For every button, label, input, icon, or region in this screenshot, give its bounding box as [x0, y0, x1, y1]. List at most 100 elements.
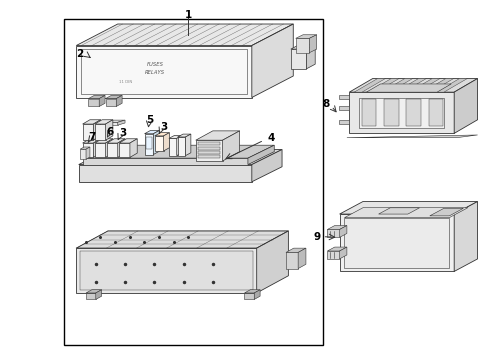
Polygon shape	[144, 131, 159, 134]
Polygon shape	[285, 248, 305, 252]
Polygon shape	[168, 135, 182, 138]
Polygon shape	[106, 122, 118, 125]
Polygon shape	[247, 145, 274, 165]
Polygon shape	[306, 44, 315, 69]
Polygon shape	[244, 290, 260, 293]
Polygon shape	[339, 202, 477, 214]
Bar	[361, 99, 375, 126]
Polygon shape	[290, 44, 315, 49]
Text: RELAYS: RELAYS	[145, 70, 165, 75]
Polygon shape	[118, 120, 125, 125]
Polygon shape	[381, 78, 412, 92]
Polygon shape	[86, 293, 96, 300]
Polygon shape	[95, 139, 113, 143]
Polygon shape	[222, 131, 239, 161]
Polygon shape	[339, 214, 453, 271]
Polygon shape	[144, 134, 153, 154]
Polygon shape	[107, 139, 125, 143]
Polygon shape	[195, 140, 222, 161]
Polygon shape	[163, 133, 169, 151]
Polygon shape	[82, 158, 247, 165]
Polygon shape	[79, 149, 282, 165]
Polygon shape	[80, 147, 90, 149]
Polygon shape	[76, 231, 288, 248]
Polygon shape	[251, 149, 282, 182]
Polygon shape	[76, 24, 293, 45]
Text: 3: 3	[119, 129, 126, 138]
Text: 1: 1	[184, 10, 192, 20]
Text: 5: 5	[145, 115, 153, 125]
Polygon shape	[93, 139, 101, 157]
Polygon shape	[130, 139, 137, 157]
Polygon shape	[366, 84, 450, 92]
Polygon shape	[119, 143, 130, 157]
Polygon shape	[346, 135, 477, 138]
Text: 11 DIN: 11 DIN	[119, 80, 132, 84]
Bar	[197, 151, 220, 154]
Bar	[338, 120, 348, 125]
Polygon shape	[105, 95, 122, 99]
Polygon shape	[344, 208, 467, 218]
Polygon shape	[82, 124, 93, 140]
Bar	[197, 155, 220, 158]
Polygon shape	[82, 120, 101, 124]
Bar	[338, 95, 348, 99]
Polygon shape	[76, 45, 251, 98]
Polygon shape	[95, 143, 105, 157]
Polygon shape	[339, 226, 346, 237]
Polygon shape	[348, 78, 477, 92]
Bar	[146, 137, 152, 149]
Bar	[64, 19, 322, 345]
Polygon shape	[118, 139, 125, 157]
Polygon shape	[155, 136, 163, 151]
Polygon shape	[290, 49, 306, 69]
Text: 7: 7	[88, 132, 96, 141]
Polygon shape	[453, 202, 477, 271]
Polygon shape	[339, 247, 346, 259]
Polygon shape	[107, 143, 118, 157]
Polygon shape	[422, 78, 453, 92]
Polygon shape	[86, 290, 102, 293]
Polygon shape	[80, 251, 252, 290]
Polygon shape	[82, 145, 274, 158]
Polygon shape	[378, 208, 419, 214]
Polygon shape	[168, 138, 176, 156]
Polygon shape	[82, 139, 101, 143]
Polygon shape	[327, 226, 346, 229]
Polygon shape	[327, 229, 339, 237]
Polygon shape	[155, 133, 169, 136]
Polygon shape	[367, 78, 398, 92]
Polygon shape	[344, 218, 448, 268]
Polygon shape	[105, 139, 113, 157]
Polygon shape	[353, 78, 385, 92]
Polygon shape	[244, 293, 254, 300]
Text: 4: 4	[267, 133, 274, 143]
Text: FUSES: FUSES	[146, 62, 163, 67]
Text: 8: 8	[322, 99, 329, 109]
Polygon shape	[295, 39, 309, 53]
Polygon shape	[116, 95, 122, 107]
Polygon shape	[177, 134, 190, 137]
Polygon shape	[153, 131, 159, 154]
Polygon shape	[76, 248, 256, 293]
Bar	[358, 98, 444, 128]
Bar	[406, 99, 420, 126]
Polygon shape	[88, 95, 105, 99]
Bar	[197, 147, 220, 149]
Text: 2: 2	[76, 49, 83, 59]
Polygon shape	[251, 24, 293, 98]
Polygon shape	[86, 147, 90, 159]
Polygon shape	[254, 290, 260, 300]
Polygon shape	[177, 137, 185, 156]
Polygon shape	[298, 248, 305, 269]
Polygon shape	[96, 290, 102, 300]
Text: 3: 3	[160, 122, 167, 132]
Polygon shape	[453, 78, 477, 134]
Polygon shape	[80, 149, 86, 159]
Polygon shape	[295, 35, 316, 39]
Polygon shape	[256, 231, 288, 293]
Polygon shape	[99, 95, 105, 107]
Text: 9: 9	[312, 232, 320, 242]
Polygon shape	[106, 120, 125, 122]
Polygon shape	[95, 124, 105, 140]
